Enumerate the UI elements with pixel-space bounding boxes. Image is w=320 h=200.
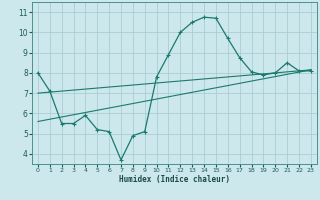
X-axis label: Humidex (Indice chaleur): Humidex (Indice chaleur) [119,175,230,184]
